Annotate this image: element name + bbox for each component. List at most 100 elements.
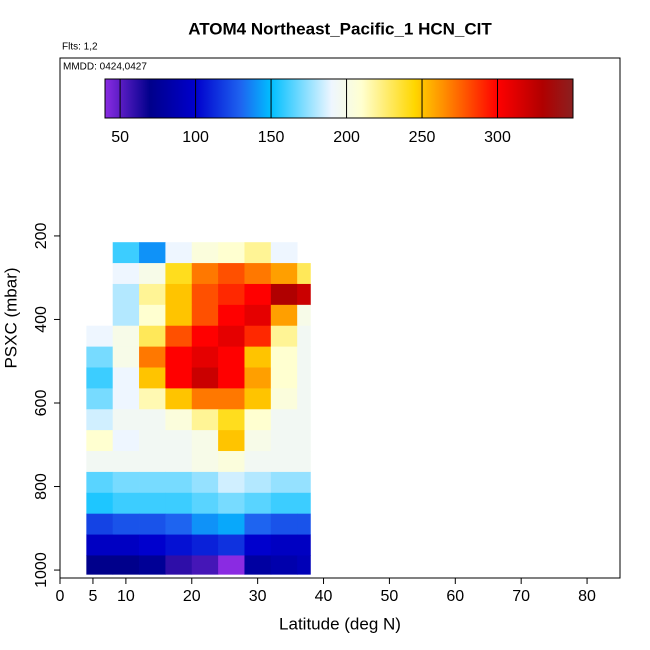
x-tick-label: 70 xyxy=(512,588,530,605)
heat-cell xyxy=(165,242,193,264)
heat-cell xyxy=(191,471,219,494)
heat-cell xyxy=(270,304,298,327)
heat-cell xyxy=(191,555,219,575)
heat-cell xyxy=(244,325,272,348)
heat-cell xyxy=(165,283,193,306)
heat-cell xyxy=(270,325,298,348)
heat-cell xyxy=(165,346,193,368)
y-tick-label: 800 xyxy=(33,473,50,500)
heat-cell xyxy=(270,513,298,535)
x-tick-label: 40 xyxy=(315,588,333,605)
heat-cell xyxy=(112,367,140,389)
heat-cell xyxy=(86,346,114,368)
heat-cell xyxy=(112,263,140,285)
heat-cell xyxy=(139,513,166,535)
heat-cell xyxy=(112,471,140,494)
heat-cell xyxy=(165,555,193,575)
heat-cell xyxy=(191,534,219,556)
colorbar-tick-label: 300 xyxy=(484,129,511,146)
heat-cell xyxy=(191,263,219,285)
heat-cell xyxy=(165,451,193,473)
heat-cell xyxy=(218,242,245,264)
heat-cell xyxy=(139,242,166,264)
heat-cell xyxy=(270,534,298,556)
heat-cell xyxy=(139,451,166,473)
heat-cell xyxy=(165,492,193,515)
heat-cell xyxy=(297,534,311,556)
heat-cell xyxy=(270,367,298,389)
heat-cell xyxy=(112,346,140,368)
heat-cell xyxy=(218,367,245,389)
x-tick-label: 20 xyxy=(183,588,201,605)
heat-cell xyxy=(244,451,272,473)
heat-cell xyxy=(244,492,272,515)
heat-cell xyxy=(244,242,272,264)
heat-cell xyxy=(139,367,166,389)
heat-cell xyxy=(244,534,272,556)
heat-cell xyxy=(86,534,114,556)
heat-cell xyxy=(297,471,311,494)
y-tick-label: 600 xyxy=(33,390,50,417)
heat-cell xyxy=(139,534,166,556)
heat-cell xyxy=(270,471,298,494)
heat-cell xyxy=(112,325,140,348)
heat-cell xyxy=(165,471,193,494)
heat-cell xyxy=(86,492,114,515)
heat-cell xyxy=(112,430,140,452)
x-tick-label: 30 xyxy=(249,588,267,605)
heat-cell xyxy=(191,430,219,452)
heat-cell xyxy=(270,346,298,368)
heat-cell xyxy=(139,346,166,368)
heat-cell xyxy=(165,325,193,348)
heat-cell xyxy=(244,283,272,306)
heat-cell xyxy=(165,388,193,410)
colorbar-tick-label: 250 xyxy=(409,129,436,146)
heat-cell xyxy=(244,346,272,368)
heat-cell xyxy=(244,555,272,575)
heat-cell xyxy=(218,325,245,348)
heat-cell xyxy=(139,430,166,452)
heat-cell xyxy=(112,388,140,410)
y-axis-label: PSXC (mbar) xyxy=(1,267,20,368)
heat-cell xyxy=(297,346,311,368)
heat-cell xyxy=(86,555,114,575)
heat-cell xyxy=(297,492,311,515)
heat-cell xyxy=(191,304,219,327)
heat-cell xyxy=(218,492,245,515)
x-tick-label: 60 xyxy=(446,588,464,605)
heat-cell xyxy=(191,367,219,389)
heat-cell xyxy=(297,409,311,431)
plot-frame xyxy=(59,57,621,579)
heat-cell xyxy=(112,242,140,264)
heat-cell xyxy=(139,304,166,327)
heat-cell xyxy=(86,409,114,431)
heat-cell xyxy=(112,534,140,556)
heat-cell xyxy=(191,492,219,515)
heat-cell xyxy=(297,513,311,535)
heat-cell xyxy=(86,471,114,494)
heat-cell xyxy=(244,471,272,494)
heat-cell xyxy=(165,430,193,452)
heat-cell xyxy=(244,388,272,410)
heat-cell xyxy=(112,304,140,327)
heat-cell xyxy=(270,263,298,285)
heat-cell xyxy=(297,555,311,575)
heat-cell xyxy=(218,430,245,452)
heat-cell xyxy=(165,367,193,389)
y-tick-label: 400 xyxy=(33,306,50,333)
colorbar-tick-label: 150 xyxy=(258,129,285,146)
heat-cell xyxy=(297,367,311,389)
heat-cell xyxy=(139,409,166,431)
heat-cell xyxy=(218,346,245,368)
heat-cell xyxy=(86,325,114,348)
heat-cell xyxy=(191,409,219,431)
heat-cell xyxy=(86,451,114,473)
heat-cell xyxy=(191,388,219,410)
x-tick-label: 80 xyxy=(578,588,596,605)
heat-cell xyxy=(191,283,219,306)
heat-cell xyxy=(270,242,298,264)
heat-cell xyxy=(218,263,245,285)
heat-cell xyxy=(218,534,245,556)
heat-cell xyxy=(270,283,298,306)
heat-cell xyxy=(270,555,298,575)
